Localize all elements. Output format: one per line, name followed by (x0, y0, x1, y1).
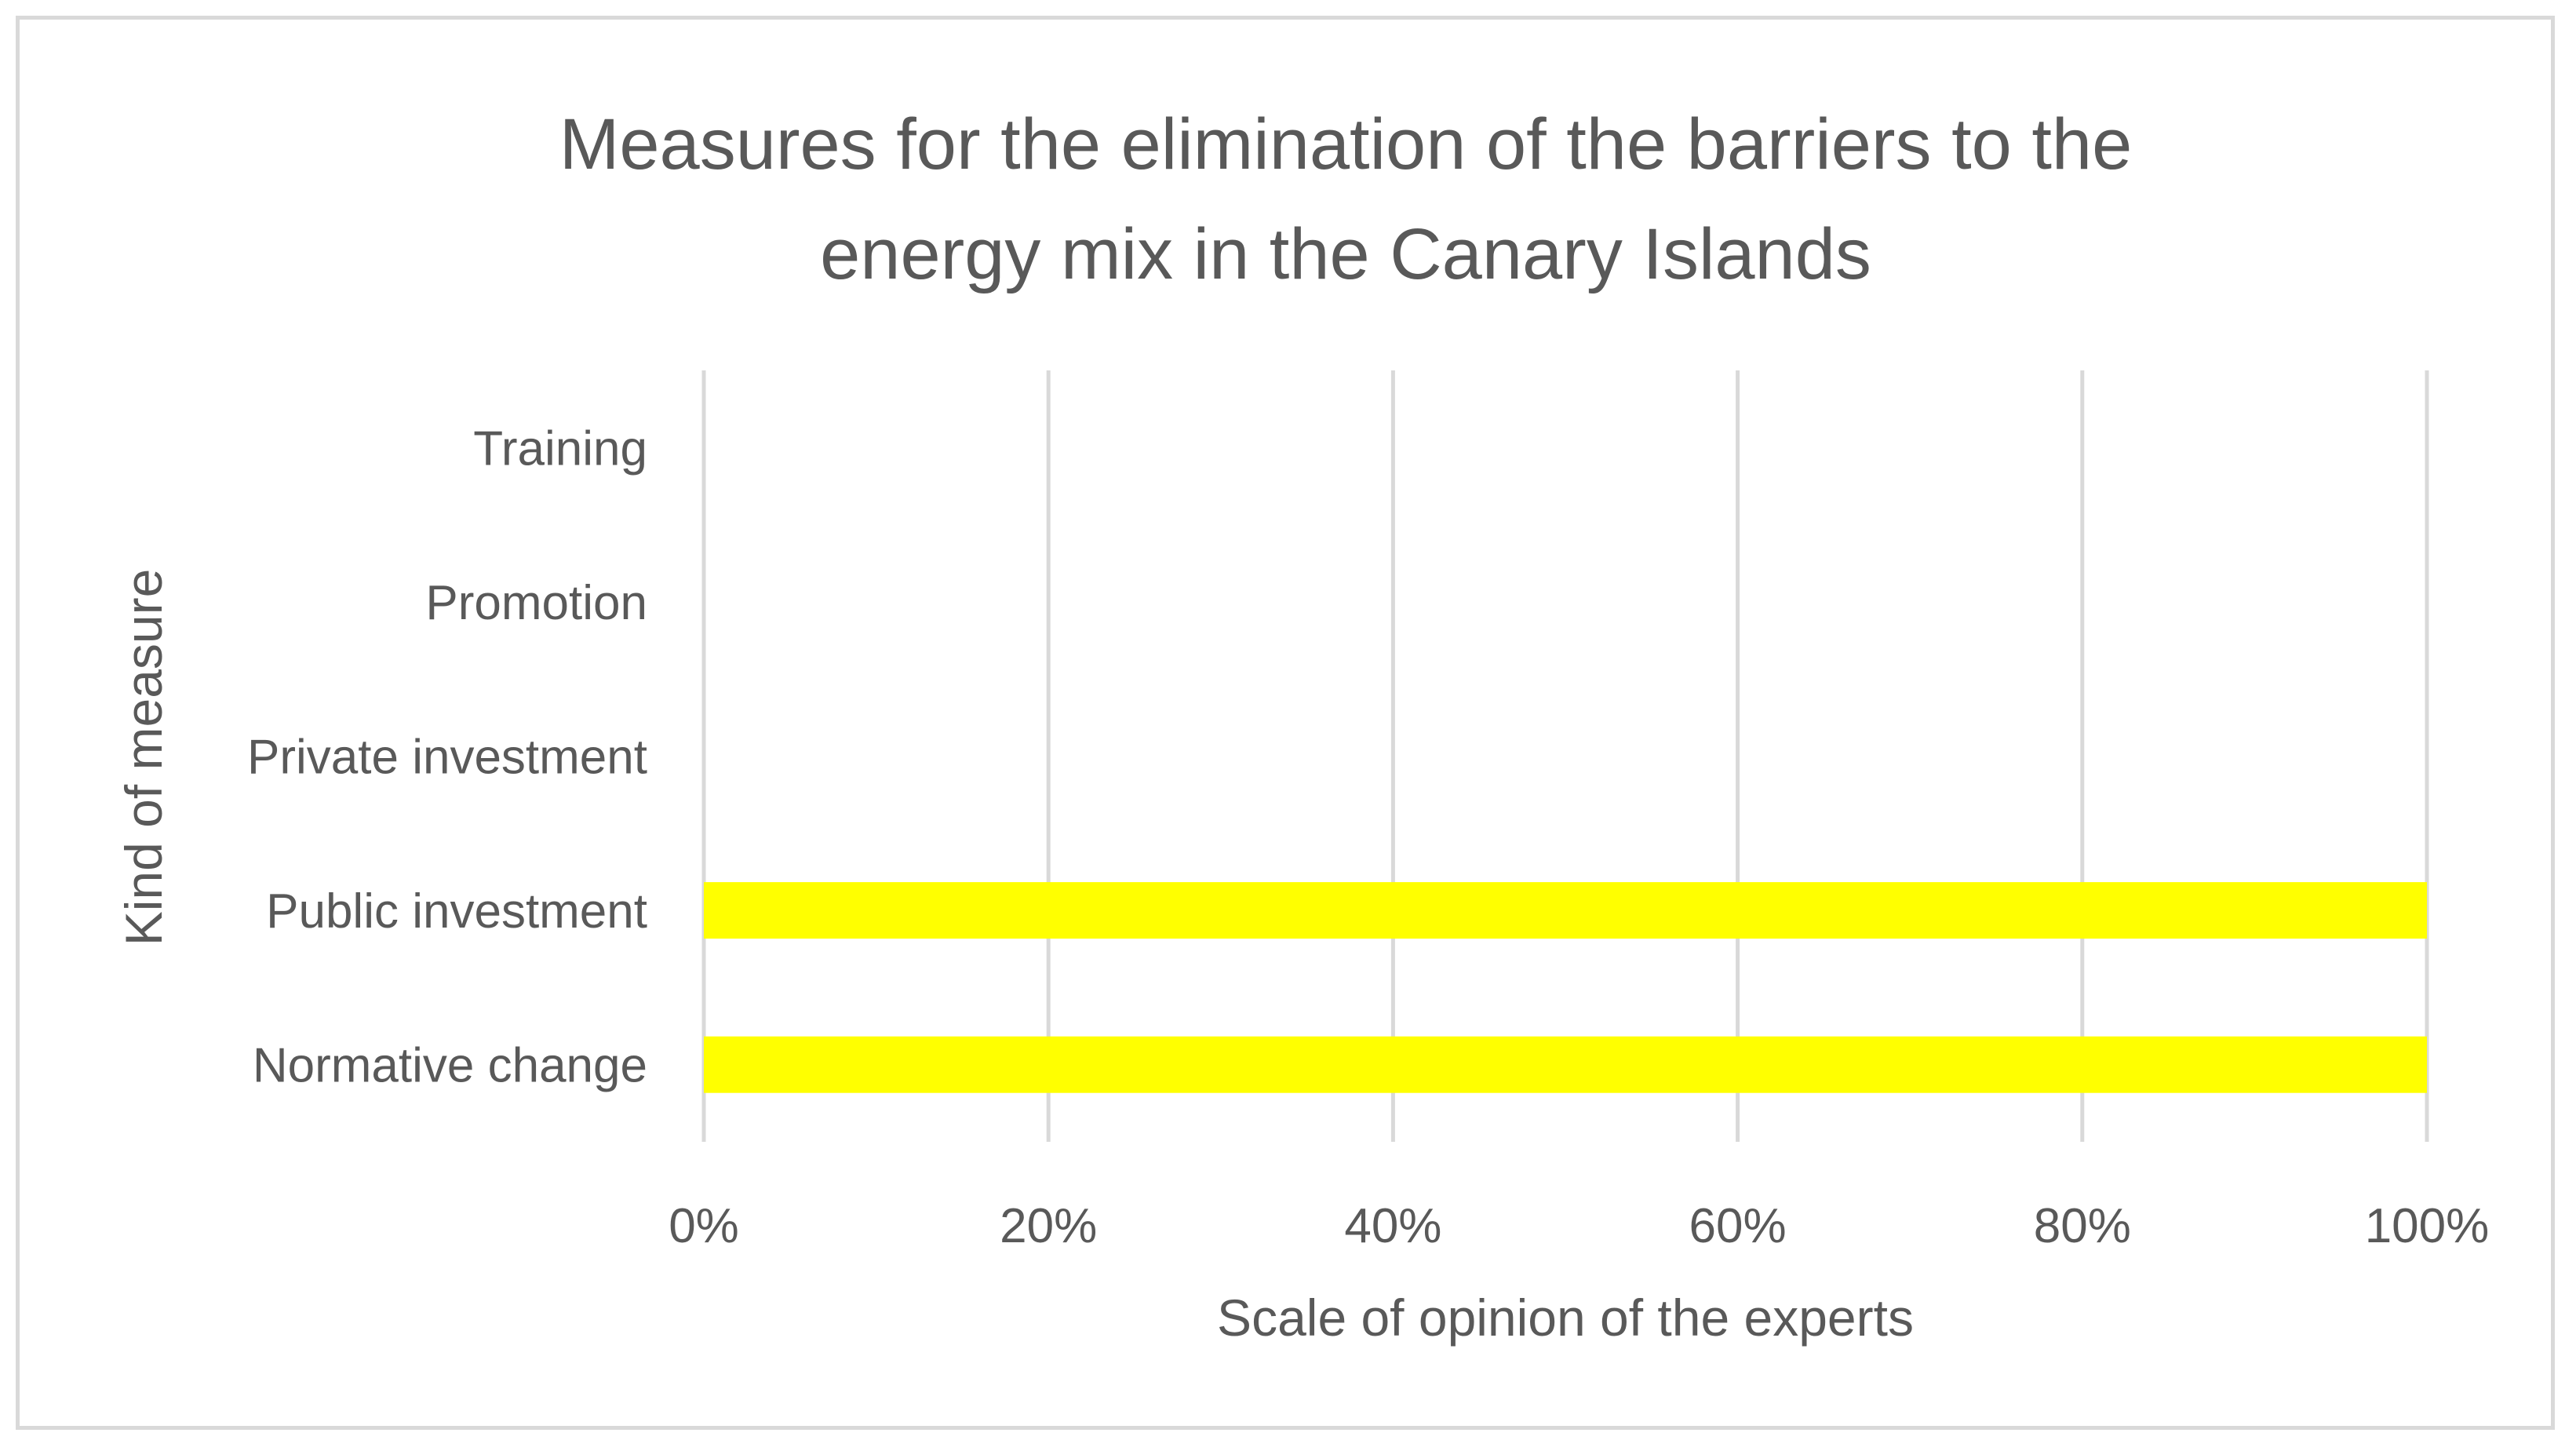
y-axis-title: Kind of measure (115, 569, 173, 946)
x-axis-title: Scale of opinion of the experts (1217, 1289, 1914, 1347)
x-tick-label: 0% (669, 1199, 739, 1253)
category-label: Public investment (266, 884, 647, 939)
x-tick-label: 60% (1689, 1199, 1787, 1253)
gridlines (701, 370, 2429, 1142)
category-label: Private investment (247, 731, 647, 785)
bar (704, 1036, 2427, 1093)
x-tick-label: 20% (1000, 1199, 1097, 1253)
bar (704, 882, 2427, 939)
chart-container (16, 16, 2555, 1430)
category-label: Normative change (253, 1039, 647, 1093)
category-labels: Training Promotion Private investment Publi… (247, 421, 647, 1092)
chart-title-line-1: Measures for the elimination of the barr… (559, 104, 2133, 184)
x-tick-label: 100% (2365, 1199, 2490, 1253)
category-label: Promotion (425, 576, 647, 630)
category-label: Training (473, 421, 647, 476)
x-tick-label: 40% (1344, 1199, 1441, 1253)
bars (704, 882, 2427, 1093)
chart-title: Measures for the elimination of the barr… (559, 104, 2133, 294)
x-tick-label: 80% (2034, 1199, 2131, 1253)
x-tick-labels: 0% 20% 40% 60% 80% 100% (669, 1199, 2489, 1253)
chart-title-line-2: energy mix in the Canary Islands (820, 214, 1871, 294)
